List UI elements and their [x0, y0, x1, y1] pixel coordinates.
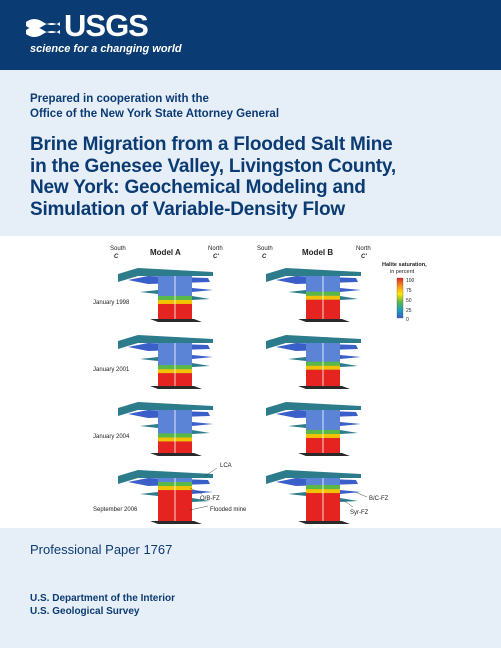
model-b-panel-4-finger-3 [288, 492, 306, 496]
usgs-banner: USGS science for a changing world [0, 0, 501, 70]
model-a-panel-3-base [150, 453, 202, 456]
model-a-north-letter: C' [213, 254, 219, 260]
usgs-logo-text: USGS [64, 8, 149, 43]
model-b-panel-3-finger-3 [288, 424, 306, 428]
series-label: Professional Paper 1767 [30, 542, 173, 557]
model-b-panel-1-base [298, 319, 350, 322]
flooded-mine-label: Flooded mine [210, 507, 247, 513]
legend-tick-0: 0 [406, 317, 409, 323]
obfz-label: O/B-FZ [200, 496, 220, 502]
legend-tick-100: 100 [406, 278, 415, 284]
model-a-panel-4-finger-2 [192, 498, 210, 502]
legend-title-line-1: Halite saturation, [382, 262, 427, 268]
cover-figure: South C Model A North C' South C Model B… [93, 246, 427, 524]
model-b-title: Model B [302, 248, 333, 257]
model-a-title: Model A [150, 248, 181, 257]
department-block: U.S. Department of the Interior U.S. Geo… [30, 592, 175, 618]
model-a-panel-1-finger-3 [140, 290, 158, 294]
model-b-panel-2-surface [266, 335, 361, 349]
department-line-2: U.S. Geological Survey [30, 606, 140, 617]
model-a-panel-4-finger-3 [140, 492, 158, 496]
legend-tick-25: 25 [406, 308, 412, 314]
report-title: Brine Migration from a Flooded Salt Mine… [30, 134, 470, 220]
model-b-panel-4-finger-2 [340, 498, 358, 502]
model-b-north-label: North [356, 246, 371, 252]
lca-label: LCA [220, 463, 232, 469]
department-line-1: U.S. Department of the Interior [30, 593, 176, 604]
model-a-panel-4-surface [118, 470, 213, 484]
date-label-4: September 2006 [93, 507, 138, 513]
model-a-panel-3-finger-2 [192, 430, 210, 434]
title-line-1: Brine Migration from a Flooded Salt Mine [30, 134, 393, 155]
cooperation-line-1: Prepared in cooperation with the [30, 93, 209, 105]
model-a-panel-2-finger-3 [140, 357, 158, 361]
bcfz-label: B/C-FZ [369, 496, 389, 502]
model-a-panel-2-finger-2 [192, 363, 210, 367]
model-b-panel-1-finger-1 [340, 288, 361, 292]
model-a-panel-2-base [150, 386, 202, 389]
model-b-panel-2-finger-1 [340, 355, 361, 359]
date-label-3: January 2004 [93, 434, 130, 440]
model-b-panel-3-finger-2 [340, 430, 358, 434]
date-label-2: January 2001 [93, 367, 130, 373]
model-a-panel-1-finger-1 [192, 288, 213, 292]
legend-tick-75: 75 [406, 288, 412, 294]
legend-color-bar [396, 277, 404, 319]
model-a-panel-4-base [150, 521, 202, 524]
syrfz-label: Syr-FZ [350, 510, 369, 516]
model-a-panel-1-finger-2 [192, 296, 210, 300]
model-b-north-letter: C' [361, 254, 367, 260]
model-a-panel-1-base [150, 319, 202, 322]
model-a-panel-2-finger-1 [192, 355, 213, 359]
title-line-3: New York: Geochemical Modeling and [30, 177, 366, 198]
usgs-wave-icon [26, 19, 60, 37]
model-b-panel-1-surface [266, 268, 361, 282]
legend-tick-50: 50 [406, 298, 412, 304]
bcfz-leader [354, 491, 368, 498]
legend-title-line-2: in percent [390, 269, 415, 275]
syrfz-leader [342, 499, 354, 508]
title-panel [0, 70, 501, 236]
model-b-south-letter: C [262, 254, 267, 260]
cooperation-line-2: Office of the New York State Attorney Ge… [30, 108, 280, 120]
title-line-2: in the Genesee Valley, Livingston County… [30, 155, 396, 177]
model-b-panel-3-finger-1 [340, 422, 361, 426]
model-a-panel-1-surface [118, 268, 213, 282]
model-a-panel-3-finger-3 [140, 424, 158, 428]
flooded-leader [189, 505, 209, 511]
model-b-south-label: South [257, 246, 273, 252]
cooperation-statement: Prepared in cooperation with the Office … [30, 92, 279, 122]
date-label-1: January 1998 [93, 300, 130, 306]
model-a-south-letter: C [114, 254, 119, 260]
model-b-panel-3-surface [266, 402, 361, 416]
model-a-panel-2-surface [118, 335, 213, 349]
lca-leader [204, 467, 218, 477]
model-b-panel-4-finger-1 [340, 490, 361, 494]
model-b-panel-2-base [298, 386, 350, 389]
model-b-panel-3-base [298, 453, 350, 456]
model-a-panel-3-surface [118, 402, 213, 416]
model-a-panel-4-finger-1 [192, 490, 213, 494]
model-b-panel-4-surface [266, 470, 361, 484]
series-panel [0, 528, 501, 648]
model-b-panel-4-base [298, 521, 350, 524]
model-b-panel-1-finger-3 [288, 290, 306, 294]
model-b-panel-2-finger-2 [340, 363, 358, 367]
model-a-panel-3-finger-1 [192, 422, 213, 426]
usgs-tagline: science for a changing world [30, 43, 182, 55]
obfz-leader [189, 487, 203, 495]
model-b-panel-1-finger-2 [340, 296, 358, 300]
title-line-4: Simulation of Variable-Density Flow [30, 198, 345, 220]
model-a-south-label: South [110, 246, 126, 252]
model-a-north-label: North [208, 246, 223, 252]
model-b-panel-2-finger-3 [288, 357, 306, 361]
